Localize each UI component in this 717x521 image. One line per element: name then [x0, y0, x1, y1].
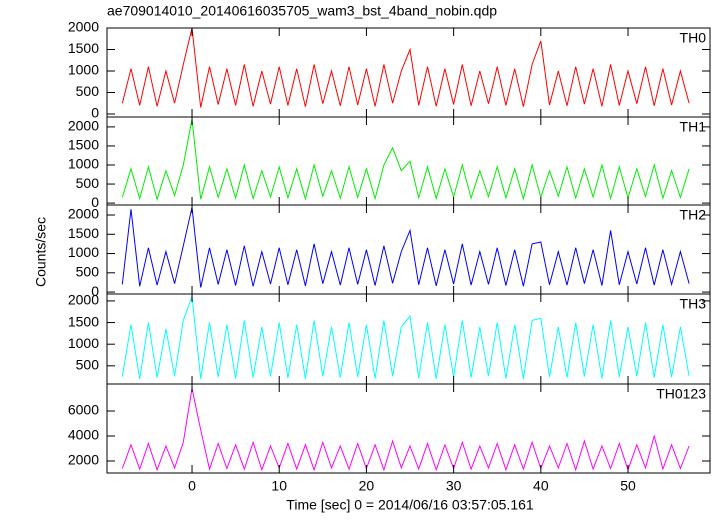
series-line	[121, 296, 690, 379]
panel-label: TH2	[680, 207, 707, 223]
y-tick-label: 1000	[68, 62, 99, 78]
y-tick-label: 1500	[68, 137, 99, 153]
x-tick-label: 30	[446, 478, 462, 494]
y-tick-label: 0	[91, 105, 99, 121]
panel-label: TH0123	[656, 386, 706, 402]
y-tick-label: 500	[76, 175, 100, 191]
panel-label: TH0	[680, 30, 707, 46]
y-tick-label: 6000	[68, 402, 99, 418]
y-tick-label: 0	[91, 283, 99, 299]
x-tick-label: 40	[533, 478, 549, 494]
chart-title: ae709014010_20140616035705_wam3_bst_4ban…	[107, 3, 497, 19]
y-tick-label: 2000	[68, 206, 99, 222]
x-tick-label: 20	[359, 478, 375, 494]
panel-label: TH1	[680, 119, 707, 135]
y-tick-label: 1000	[68, 335, 99, 351]
series-line	[121, 388, 690, 472]
x-tick-label: 0	[188, 478, 196, 494]
x-axis-label: Time [sec] 0 = 2014/06/16 03:57:05.161	[286, 497, 534, 513]
series-line	[121, 119, 690, 202]
y-tick-label: 500	[76, 83, 100, 99]
y-tick-label: 1500	[68, 313, 99, 329]
y-tick-label: 0	[91, 194, 99, 210]
y-tick-label: 4000	[68, 427, 99, 443]
y-tick-label: 1500	[68, 40, 99, 56]
series-line	[121, 28, 690, 108]
y-tick-label: 2000	[68, 452, 99, 468]
panel-label: TH3	[680, 296, 707, 312]
y-axis-label: Counts/sec	[33, 217, 49, 287]
y-tick-label: 500	[76, 264, 100, 280]
y-tick-label: 2000	[68, 19, 99, 35]
y-tick-label: 1000	[68, 244, 99, 260]
y-tick-label: 1000	[68, 156, 99, 172]
x-tick-label: 10	[271, 478, 287, 494]
y-tick-label: 2000	[68, 292, 99, 308]
x-tick-label: 50	[620, 478, 636, 494]
y-tick-label: 500	[76, 357, 100, 373]
y-tick-label: 1500	[68, 225, 99, 241]
panel-frame	[106, 383, 711, 474]
series-line	[121, 207, 690, 288]
y-tick-label: 2000	[68, 118, 99, 134]
